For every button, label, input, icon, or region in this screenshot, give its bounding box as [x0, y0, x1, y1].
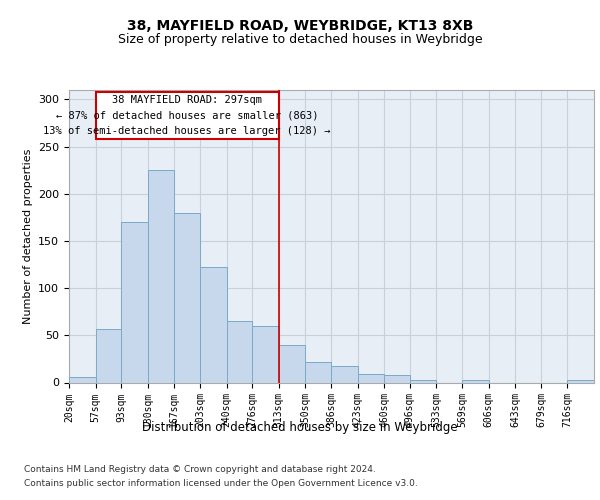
Text: 38, MAYFIELD ROAD, WEYBRIDGE, KT13 8XB: 38, MAYFIELD ROAD, WEYBRIDGE, KT13 8XB — [127, 19, 473, 33]
Bar — [69, 377, 95, 382]
FancyBboxPatch shape — [95, 92, 279, 139]
Bar — [384, 375, 410, 382]
Bar — [121, 222, 148, 382]
Bar — [174, 212, 200, 382]
Bar — [279, 345, 305, 383]
Bar — [253, 326, 279, 382]
Text: Contains HM Land Registry data © Crown copyright and database right 2024.: Contains HM Land Registry data © Crown c… — [24, 466, 376, 474]
Bar — [227, 321, 253, 382]
Bar — [462, 380, 489, 382]
Bar — [200, 268, 227, 382]
Y-axis label: Number of detached properties: Number of detached properties — [23, 148, 32, 324]
Bar — [410, 380, 436, 382]
Bar — [568, 380, 594, 382]
Text: Contains public sector information licensed under the Open Government Licence v3: Contains public sector information licen… — [24, 479, 418, 488]
Bar — [305, 362, 331, 382]
Bar — [331, 366, 358, 382]
Bar — [358, 374, 384, 382]
Text: Size of property relative to detached houses in Weybridge: Size of property relative to detached ho… — [118, 34, 482, 46]
Text: 38 MAYFIELD ROAD: 297sqm
← 87% of detached houses are smaller (863)
13% of semi-: 38 MAYFIELD ROAD: 297sqm ← 87% of detach… — [43, 95, 331, 136]
Text: Distribution of detached houses by size in Weybridge: Distribution of detached houses by size … — [142, 421, 458, 434]
Bar — [148, 170, 174, 382]
Bar — [95, 328, 121, 382]
